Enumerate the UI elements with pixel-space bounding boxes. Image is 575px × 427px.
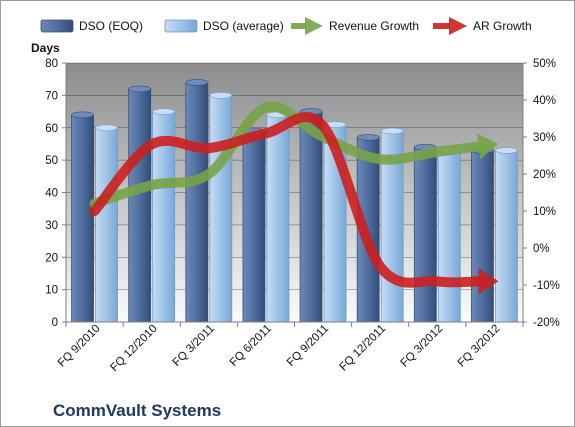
x-tick-label: FQ 9/2010 <box>56 323 103 370</box>
legend: DSO (EOQ) DSO (average) Revenue Growth A… <box>40 17 532 35</box>
y-tick-label: 50 <box>45 155 58 167</box>
x-tick-label: FQ 3/2011 <box>171 323 217 369</box>
y-tick-label: 60 <box>45 123 58 135</box>
x-tick-label: FQ 3/2012 <box>399 323 446 370</box>
y2-tick-label: -10% <box>533 280 560 292</box>
x-tick-label: FQ 12/2010 <box>108 323 159 374</box>
legend-label-ar-growth: AR Growth <box>473 19 532 33</box>
legend-swatch-dso-average <box>164 19 198 33</box>
y2-tick-label: 0% <box>533 243 550 255</box>
legend-arrow-revenue-growth <box>291 17 323 35</box>
bar-dso-eoq-3 <box>242 127 266 323</box>
y-tick-label: 40 <box>45 188 58 200</box>
x-tick-label: FQ 9/2011 <box>285 323 331 369</box>
y2-tick-label: 30% <box>533 132 556 144</box>
y2-tick-label: -20% <box>533 317 560 329</box>
y2-tick-label: 10% <box>533 206 556 218</box>
bar-dso-average-2 <box>209 92 233 323</box>
bar-dso-eoq-4 <box>299 108 323 323</box>
x-tick-label: FQ 3/2012 <box>456 323 503 370</box>
bar-dso-average-7 <box>495 147 518 323</box>
bar-dso-eoq-0 <box>71 111 94 323</box>
bar-dso-eoq-1 <box>128 85 152 323</box>
legend-swatch-dso-eoq <box>40 19 74 33</box>
arrowhead-ar-growth <box>478 268 499 295</box>
x-tick-label: FQ 12/2011 <box>337 323 388 374</box>
y-axis-title: Days <box>31 41 60 55</box>
line-layer <box>89 101 499 295</box>
chart-title: CommVault Systems <box>53 401 221 420</box>
legend-label-dso-eoq: DSO (EOQ) <box>79 19 143 33</box>
legend-label-revenue-growth: Revenue Growth <box>329 19 419 33</box>
series-line-ar-growth <box>89 112 499 295</box>
y-tick-label: 30 <box>45 220 58 232</box>
y-tick-label: 20 <box>45 252 58 264</box>
bar-dso-eoq-2 <box>185 79 209 323</box>
y-tick-label: 10 <box>45 285 58 297</box>
bar-dso-average-3 <box>266 111 290 323</box>
y-tick-label: 70 <box>45 90 58 102</box>
bar-dso-average-0 <box>95 124 118 323</box>
arrowhead-revenue-growth <box>476 133 499 160</box>
y2-tick-label: 40% <box>533 95 556 107</box>
y-tick-label: 80 <box>45 58 58 70</box>
bar-dso-eoq-6 <box>413 143 437 323</box>
legend-arrow-ar-growth <box>433 17 467 35</box>
legend-label-dso-average: DSO (average) <box>203 19 284 33</box>
x-tick-label: FQ 6/2011 <box>228 323 274 369</box>
bar-dso-average-6 <box>437 147 461 323</box>
y-tick-label: 0 <box>52 317 58 329</box>
y2-tick-label: 20% <box>533 169 556 181</box>
series-line-revenue-growth <box>89 101 499 209</box>
y2-tick-label: 50% <box>533 58 556 70</box>
bar-dso-eoq-7 <box>471 147 494 323</box>
